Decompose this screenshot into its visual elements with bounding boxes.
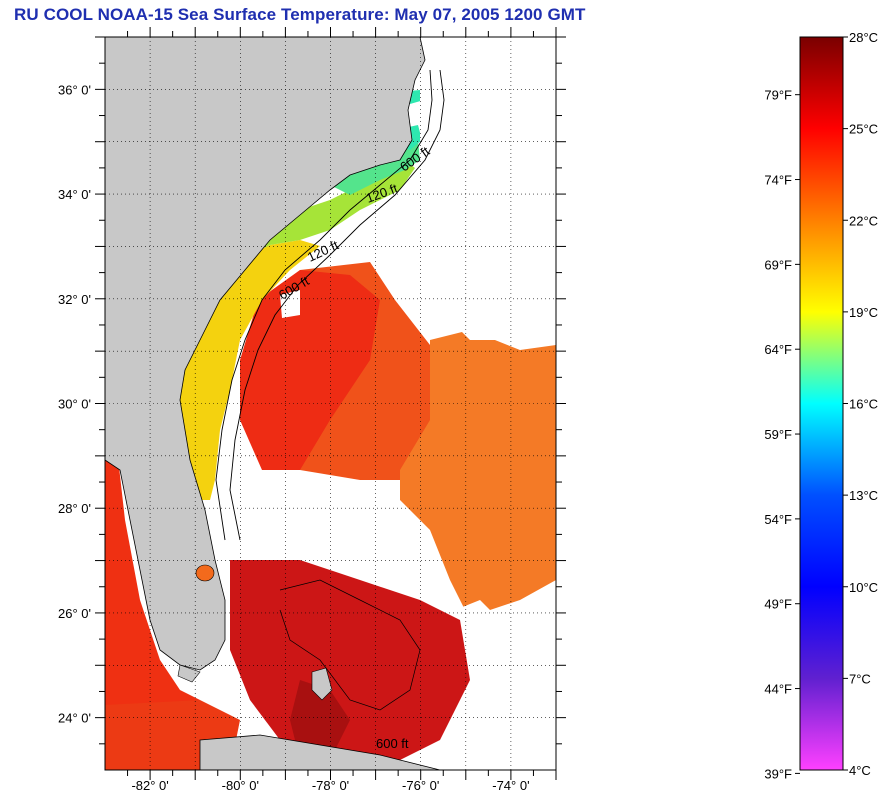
fahrenheit-label: 59°F	[764, 427, 792, 442]
cloud-gap-1	[280, 490, 400, 560]
celsius-label: 28°C	[849, 30, 878, 45]
land-southeast-us	[105, 37, 426, 671]
contour-label-600-ft-3: 600 ft	[376, 736, 409, 751]
fahrenheit-label: 49°F	[764, 597, 792, 612]
lon-label: -82° 0'	[131, 778, 168, 793]
fahrenheit-label: 39°F	[764, 766, 792, 781]
celsius-label: 7°C	[849, 671, 871, 686]
lon-label: -76° 0'	[402, 778, 439, 793]
cloud-gap-3	[430, 180, 556, 340]
isobath-120ft	[215, 69, 433, 541]
fahrenheit-label: 54°F	[764, 512, 792, 527]
lake-okeechobee	[195, 564, 215, 582]
lat-label: 34° 0'	[58, 187, 91, 202]
land-keys	[177, 664, 201, 683]
celsius-label: 10°C	[849, 580, 878, 595]
bahamas-contours	[279, 579, 421, 711]
chart-title: RU COOL NOAA-15 Sea Surface Temperature:…	[14, 5, 586, 24]
fahrenheit-label: 44°F	[764, 682, 792, 697]
celsius-label: 19°C	[849, 305, 878, 320]
lon-label: -78° 0'	[312, 778, 349, 793]
gulf-stream-core-sst	[240, 270, 380, 470]
celsius-label: 22°C	[849, 213, 878, 228]
cloud-gap-4	[420, 40, 556, 180]
celsius-label: 25°C	[849, 122, 878, 137]
isobath-600ft	[229, 69, 445, 541]
land-cuba	[199, 734, 441, 770]
latitude-labels: 36° 0' 34° 0' 32° 0' 30° 0' 28° 0' 26° 0' 24° …	[58, 82, 91, 725]
celsius-label: 16°C	[849, 397, 878, 412]
lat-label: 30° 0'	[58, 397, 91, 412]
fahrenheit-label: 69°F	[764, 257, 792, 272]
colorbar-ticks: 28°C 25°C 22°C 19°C 16°C 13°C 10°C 7°C 4°C 79°F 74…	[764, 30, 878, 781]
bahamas-dark-sst	[290, 680, 350, 760]
celsius-label: 13°C	[849, 488, 878, 503]
axis-ticks	[95, 27, 566, 780]
celsius-label: 4°C	[849, 763, 871, 778]
gulf-of-mexico-sst	[105, 458, 200, 740]
fahrenheit-label: 64°F	[764, 342, 792, 357]
lon-label: -74° 0'	[492, 778, 529, 793]
lat-label: 28° 0'	[58, 501, 91, 516]
shelf-green-band	[240, 160, 415, 260]
land-andros	[311, 667, 333, 701]
eastern-warm-patches	[400, 330, 556, 620]
fahrenheit-label: 74°F	[764, 173, 792, 188]
lon-label: -80° 0'	[222, 778, 259, 793]
colorbar-scale	[799, 36, 844, 771]
shelf-hole	[280, 290, 300, 318]
lat-label: 24° 0'	[58, 711, 91, 726]
lat-label: 32° 0'	[58, 292, 91, 307]
lat-label: 36° 0'	[58, 82, 91, 97]
lat-label: 26° 0'	[58, 606, 91, 621]
fahrenheit-label: 79°F	[764, 88, 792, 103]
longitude-labels: -82° 0' -80° 0' -78° 0' -76° 0' -74° 0'	[131, 778, 529, 793]
